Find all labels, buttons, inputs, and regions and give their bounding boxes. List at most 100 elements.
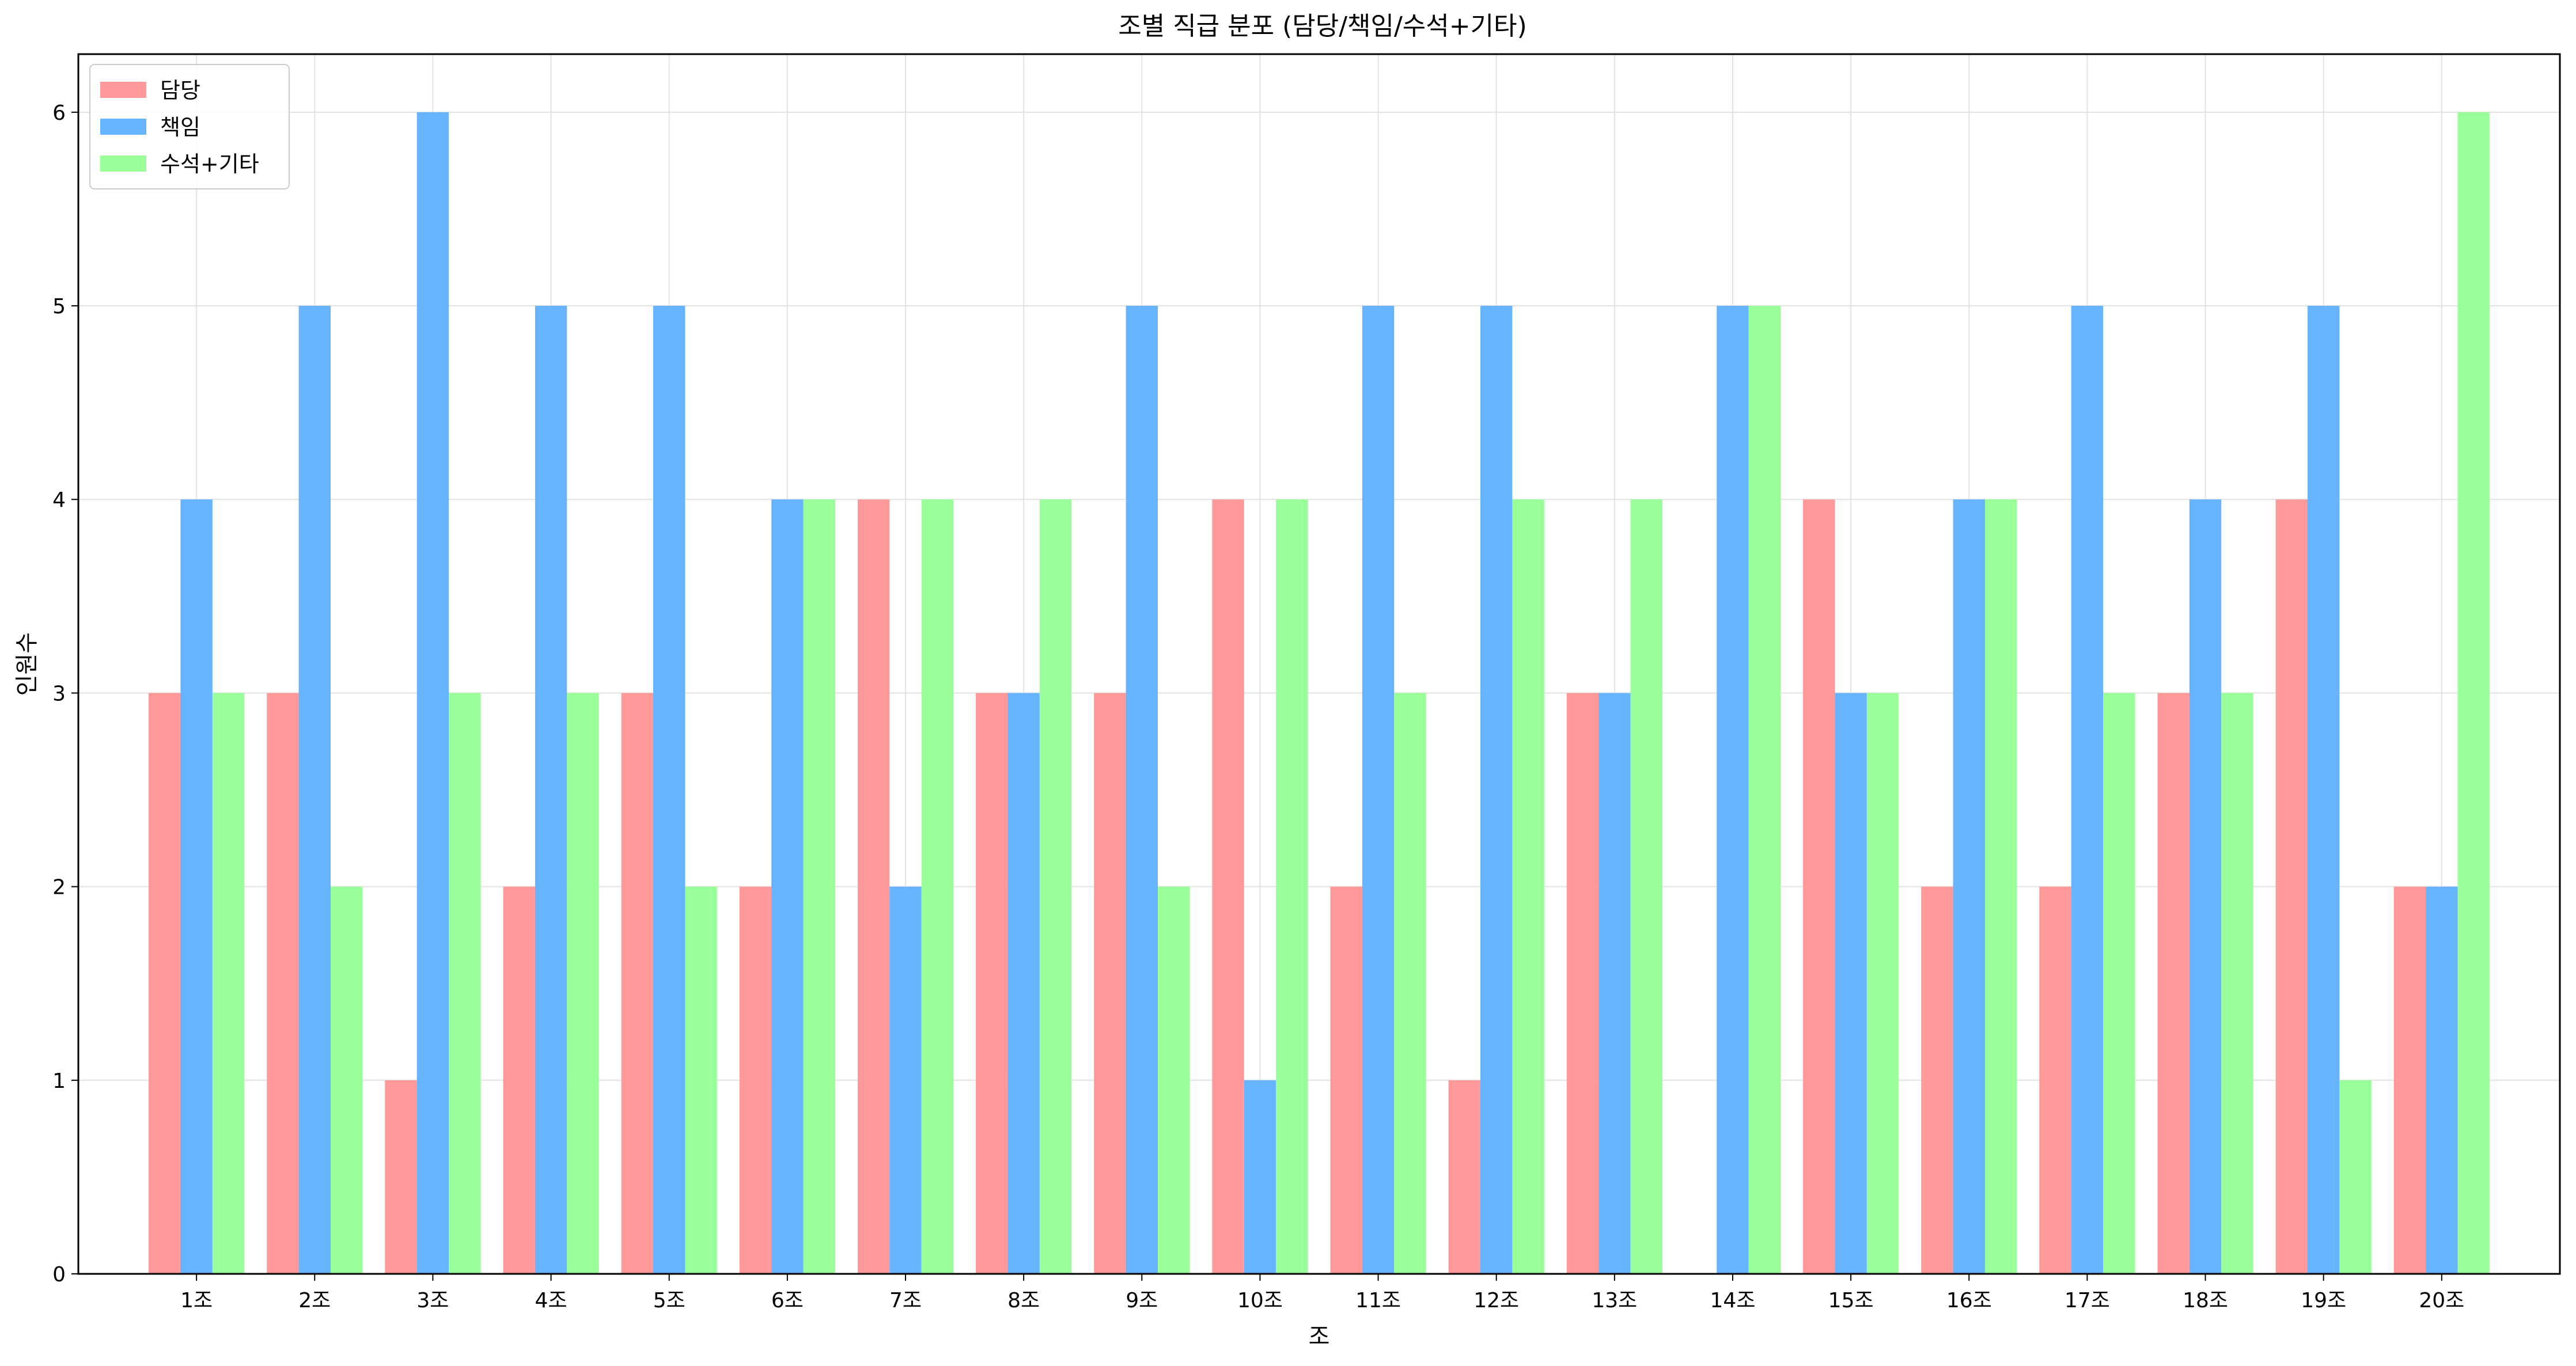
bar xyxy=(1157,886,1190,1274)
x-tick-label: 13조 xyxy=(1592,1289,1637,1312)
bar xyxy=(976,693,1008,1274)
bar xyxy=(1276,499,1308,1274)
bar xyxy=(1921,886,1953,1274)
x-tick-label: 18조 xyxy=(2183,1289,2228,1312)
y-tick-label: 0 xyxy=(52,1263,66,1287)
bar xyxy=(2308,306,2340,1274)
bar xyxy=(857,499,890,1274)
bar xyxy=(2275,499,2308,1274)
legend-label: 담당 xyxy=(160,78,200,103)
bar xyxy=(1362,306,1395,1274)
x-tick-label: 3조 xyxy=(416,1289,449,1312)
bars xyxy=(149,112,2490,1274)
legend-swatch xyxy=(100,155,146,172)
x-tick-label: 20조 xyxy=(2419,1289,2464,1312)
bar xyxy=(1717,306,1749,1274)
x-tick-label: 8조 xyxy=(1007,1289,1040,1312)
bar xyxy=(653,306,685,1274)
legend-swatch xyxy=(100,119,146,135)
bar xyxy=(1480,306,1513,1274)
bar xyxy=(2426,886,2458,1274)
x-tick-label: 2조 xyxy=(298,1289,331,1312)
legend-swatch xyxy=(100,82,146,98)
bar xyxy=(149,693,181,1274)
bar xyxy=(385,1080,417,1274)
bar xyxy=(1244,1080,1276,1274)
bar xyxy=(621,693,654,1274)
bar xyxy=(2457,112,2490,1274)
x-tick-label: 10조 xyxy=(1237,1289,1283,1312)
x-tick-label: 7조 xyxy=(889,1289,922,1312)
y-tick-label: 3 xyxy=(52,682,66,705)
x-tick-label: 6조 xyxy=(771,1289,804,1312)
bar xyxy=(2039,886,2071,1274)
chart-title: 조별 직급 분포 (담당/책임/수석+기타) xyxy=(1118,12,1527,41)
y-tick-label: 1 xyxy=(52,1069,66,1093)
bar xyxy=(1039,499,1072,1274)
x-tick-label: 5조 xyxy=(653,1289,685,1312)
y-tick-label: 6 xyxy=(52,101,66,125)
y-axis-label: 인원수 xyxy=(14,632,40,696)
x-tick-label: 15조 xyxy=(1828,1289,1874,1312)
bar xyxy=(1984,499,2017,1274)
legend-label: 수석+기타 xyxy=(160,151,259,177)
bar xyxy=(2157,693,2189,1274)
bar xyxy=(298,306,331,1274)
x-tick-label: 11조 xyxy=(1355,1289,1401,1312)
bar xyxy=(567,693,599,1274)
bar xyxy=(2071,306,2104,1274)
bar xyxy=(1394,693,1426,1274)
x-axis-ticks: 1조 2조 3조 4조 5조 6조 7조 8조 9조 10조 11조 12조 13조 14조 15조 16조 1… xyxy=(180,1274,2464,1312)
bar xyxy=(2189,499,2222,1274)
bar xyxy=(1094,693,1126,1274)
bar xyxy=(1803,499,1835,1274)
x-axis-label: 조 xyxy=(1309,1323,1330,1350)
bar xyxy=(180,499,213,1274)
x-tick-label: 17조 xyxy=(2064,1289,2110,1312)
bar xyxy=(1566,693,1599,1274)
y-tick-label: 5 xyxy=(52,295,66,318)
bar xyxy=(1330,886,1362,1274)
x-tick-label: 14조 xyxy=(1710,1289,1756,1312)
bar xyxy=(267,693,299,1274)
x-tick-label: 4조 xyxy=(535,1289,567,1312)
x-tick-label: 9조 xyxy=(1126,1289,1158,1312)
bar xyxy=(2221,693,2253,1274)
plot-area-frame xyxy=(77,53,2561,1275)
bar xyxy=(1835,693,1867,1274)
bar xyxy=(2393,886,2426,1274)
bar xyxy=(739,886,772,1274)
bar xyxy=(1512,499,1544,1274)
x-tick-label: 16조 xyxy=(1946,1289,1992,1312)
legend-label: 책임 xyxy=(160,115,200,140)
bar xyxy=(771,499,804,1274)
bar xyxy=(535,306,567,1274)
y-tick-label: 2 xyxy=(52,876,66,900)
bar xyxy=(416,112,449,1274)
bar xyxy=(2339,1080,2372,1274)
bar xyxy=(921,499,954,1274)
bar xyxy=(1212,499,1244,1274)
y-axis-ticks: 0 1 2 3 4 5 6 xyxy=(52,101,78,1287)
bar xyxy=(685,886,717,1274)
x-tick-label: 19조 xyxy=(2301,1289,2346,1312)
bar xyxy=(503,886,535,1274)
bar xyxy=(1748,306,1781,1274)
bar xyxy=(1630,499,1662,1274)
y-tick-label: 4 xyxy=(52,488,66,512)
bar xyxy=(212,693,245,1274)
x-tick-label: 12조 xyxy=(1473,1289,1519,1312)
bar xyxy=(2103,693,2135,1274)
bar xyxy=(1953,499,1985,1274)
bar xyxy=(889,886,922,1274)
bar xyxy=(1448,1080,1481,1274)
bar xyxy=(1007,693,1040,1274)
bar xyxy=(1598,693,1631,1274)
bar xyxy=(1126,306,1158,1274)
bar xyxy=(1866,693,1899,1274)
bar xyxy=(330,886,363,1274)
bar xyxy=(803,499,835,1274)
bar xyxy=(449,693,481,1274)
